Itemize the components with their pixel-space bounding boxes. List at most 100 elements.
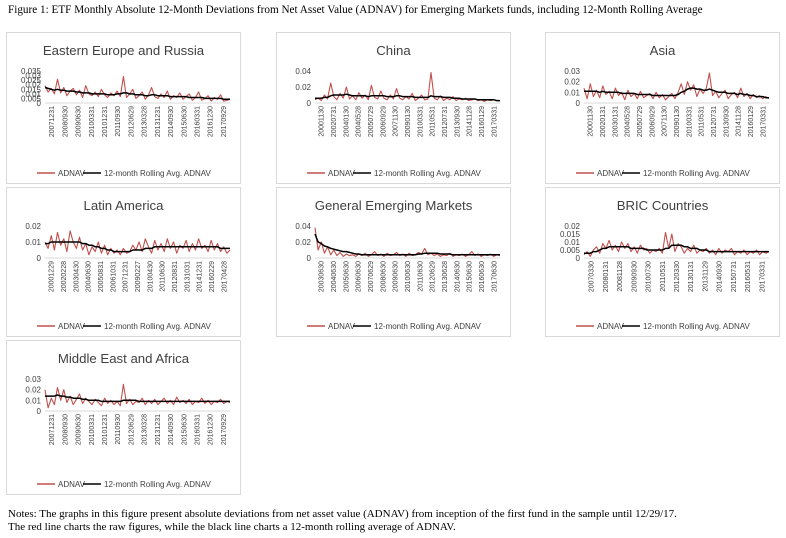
x-tick-label: 20120629 <box>128 414 135 445</box>
x-tick-label: 20160531 <box>745 261 752 292</box>
series-line-adnav <box>44 75 231 102</box>
x-tick-label: 20090930 <box>631 261 638 292</box>
x-tick-label: 20130930 <box>723 106 730 137</box>
x-tick-label: 20141128 <box>736 106 743 137</box>
x-tick-label: 20040630 <box>331 261 338 292</box>
x-tick-label: 20101231 <box>102 106 109 137</box>
x-tick-label: 20131231 <box>155 106 162 137</box>
chart-panel-latin-america: Latin America 0 0.01 0.02 20001229 20020228 20… <box>6 187 241 337</box>
x-tick-label: 20131031 <box>184 261 191 292</box>
y-tick-label: 0.035 <box>21 67 42 76</box>
chart-panel-asia: Asia 0 0.01 0.02 0.03 20001130 20020131 2003013… <box>545 32 780 184</box>
x-tick-label: 20160630 <box>479 261 486 292</box>
x-tick-label: 20050729 <box>368 106 375 137</box>
chart-panel-general-emerging-markets: General Emerging Markets 0 0.02 0.04 2003063… <box>276 187 511 337</box>
x-tick-label: 20100430 <box>147 261 154 292</box>
x-tick-label: 20140930 <box>168 414 175 445</box>
x-tick-label: 20130328 <box>142 414 149 445</box>
x-tick-label: 20140630 <box>454 261 461 292</box>
x-tick-label: 20040528 <box>625 106 632 137</box>
x-tick-label: 20090130 <box>405 106 412 137</box>
chart-panel-bric-countries: BRIC Countries 0 0.005 0.01 0.015 0.02 2007033… <box>545 187 780 337</box>
x-tick-label: 20020731 <box>331 106 338 137</box>
x-tick-label: 20160129 <box>748 106 755 137</box>
y-tick-label: 0.015 <box>560 230 581 239</box>
notes-line-1: Notes: The graphs in this figure present… <box>8 508 677 520</box>
series-line-12-month-rolling-avg-adnav <box>584 87 769 99</box>
legend-label-rolling-avg: 12-month Rolling Avg. ADNAV <box>104 169 212 178</box>
x-tick-label: 20060929 <box>649 106 656 137</box>
x-tick-label: 20110531 <box>430 106 437 137</box>
x-tick-label: 20130930 <box>454 106 461 137</box>
series-line-12-month-rolling-avg-adnav <box>45 241 230 253</box>
chart-svg: China 0 0.02 0.04 20001130 20020731 20040130 20… <box>295 43 500 178</box>
x-tick-label: 20170630 <box>491 261 498 292</box>
legend-label-adnav: ADNAV <box>58 169 86 178</box>
series-line-adnav <box>44 230 231 256</box>
x-tick-label: 20120731 <box>442 106 449 137</box>
x-tick-label: 20150731 <box>731 261 738 292</box>
chart-title: Eastern Europe and Russia <box>43 43 205 58</box>
x-tick-label: 20100331 <box>417 106 424 137</box>
legend-label-rolling-avg: 12-month Rolling Avg. ADNAV <box>104 322 212 331</box>
x-tick-label: 20110630 <box>160 261 167 292</box>
x-tick-label: 20131231 <box>155 414 162 445</box>
x-tick-label: 20100630 <box>405 261 412 292</box>
x-tick-label: 20130628 <box>442 261 449 292</box>
x-tick-label: 20080630 <box>380 261 387 292</box>
x-tick-label: 20090227 <box>135 261 142 292</box>
x-tick-label: 20090630 <box>76 414 83 445</box>
y-tick-label: 0.02 <box>564 222 580 231</box>
y-tick-label: 0 <box>576 99 581 108</box>
chart-panel-eastern-europe-russia: Eastern Europe and Russia 0 0.005 0.01 0.015… <box>6 32 241 184</box>
x-tick-label: 20160331 <box>194 414 201 445</box>
x-tick-label: 20040528 <box>356 106 363 137</box>
series-line-12-month-rolling-avg-adnav <box>315 93 500 102</box>
x-tick-label: 20071130 <box>393 106 400 137</box>
x-tick-label: 20150630 <box>467 261 474 292</box>
chart-svg: Asia 0 0.010.02 0.03 20001130 20020131 2003013… <box>564 43 770 178</box>
x-tick-label: 20150630 <box>181 414 188 445</box>
series-line-adnav <box>44 383 231 409</box>
x-tick-label: 20080930 <box>62 414 69 445</box>
y-tick-label: 0.02 <box>25 386 41 395</box>
x-tick-label: 20001229 <box>49 261 56 292</box>
x-tick-label: 20090130 <box>674 106 681 137</box>
legend-label-adnav: ADNAV <box>597 169 625 178</box>
y-tick-label: 0 <box>307 99 312 108</box>
series-line-adnav <box>583 72 770 101</box>
y-tick-label: 0.04 <box>295 222 311 231</box>
x-tick-label: 20131129 <box>702 261 709 292</box>
chart-title: BRIC Countries <box>617 198 709 213</box>
x-tick-label: 20060929 <box>380 106 387 137</box>
y-tick-label: 0 <box>307 254 312 263</box>
x-tick-label: 20040630 <box>86 261 93 292</box>
series-line-12-month-rolling-avg-adnav <box>314 233 500 256</box>
x-tick-label: 20170331 <box>759 261 766 292</box>
y-tick-label: 0.02 <box>25 222 41 231</box>
x-tick-label: 20110630 <box>417 261 424 292</box>
chart-title: Middle East and Africa <box>58 351 190 366</box>
x-tick-label: 20080131 <box>603 261 610 292</box>
x-tick-label: 20100331 <box>89 106 96 137</box>
x-tick-label: 20080930 <box>62 106 69 137</box>
y-tick-label: 0.01 <box>25 238 41 247</box>
x-tick-label: 20030430 <box>73 261 80 292</box>
x-tick-label: 20170428 <box>221 261 228 292</box>
x-tick-label: 20130328 <box>142 106 149 137</box>
x-tick-label: 20161230 <box>208 414 215 445</box>
y-tick-label: 0.005 <box>560 246 581 255</box>
x-tick-label: 20100730 <box>646 261 653 292</box>
legend-label-adnav: ADNAV <box>58 322 86 331</box>
x-tick-label: 20170331 <box>760 106 767 137</box>
x-tick-label: 20100331 <box>686 106 693 137</box>
x-tick-label: 20060630 <box>356 261 363 292</box>
x-tick-label: 20001130 <box>319 106 326 137</box>
x-tick-label: 20160331 <box>194 106 201 137</box>
chart-svg: Middle East and Africa 0 0.010.02 0.03 20071… <box>25 351 231 489</box>
x-tick-label: 20120731 <box>711 106 718 137</box>
x-tick-label: 20120330 <box>674 261 681 292</box>
x-tick-label: 20040130 <box>343 106 350 137</box>
x-tick-label: 20101231 <box>102 414 109 445</box>
legend-label-rolling-avg: 12-month Rolling Avg. ADNAV <box>643 322 751 331</box>
